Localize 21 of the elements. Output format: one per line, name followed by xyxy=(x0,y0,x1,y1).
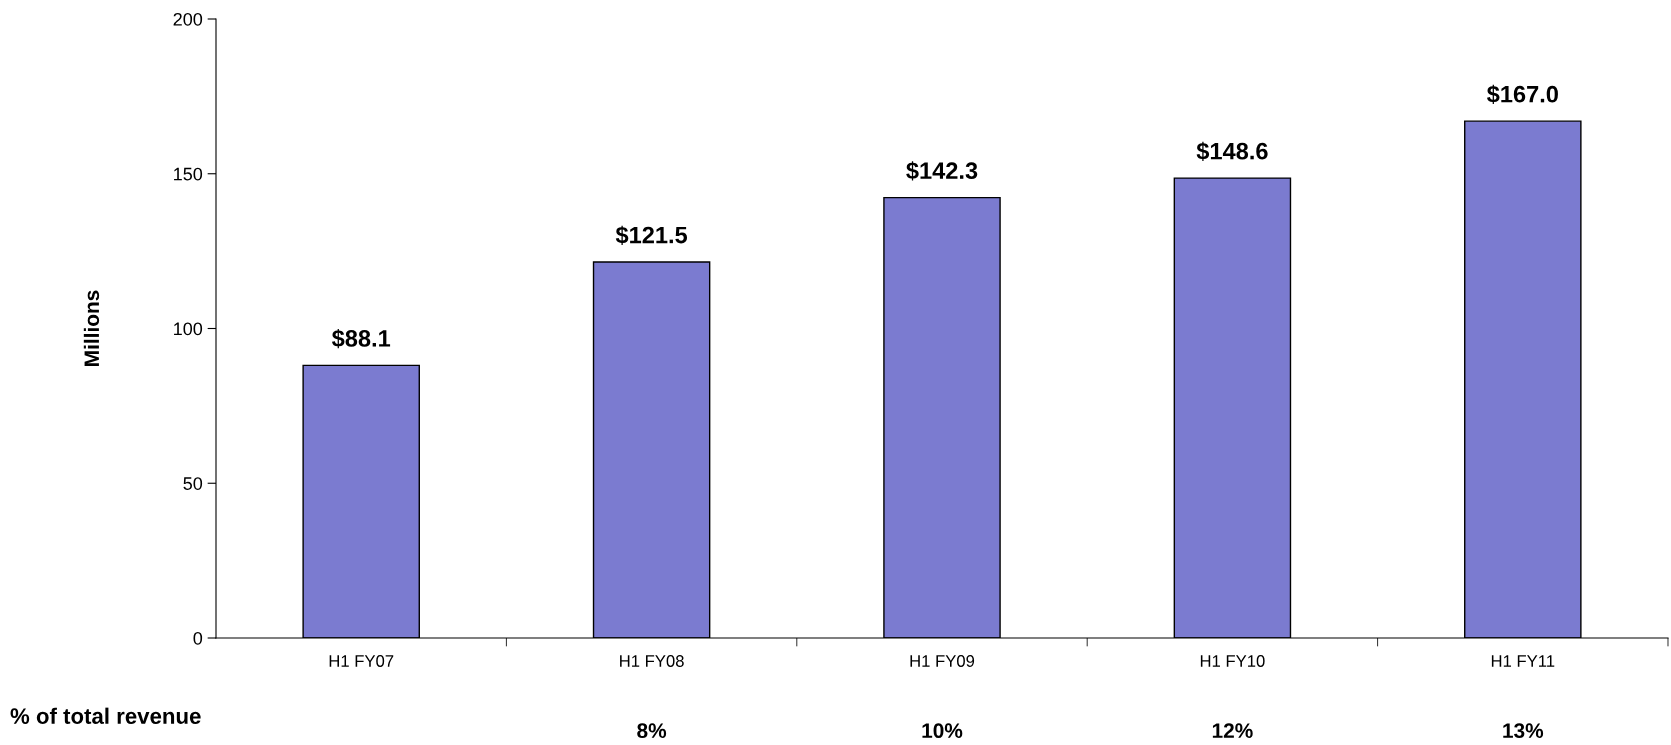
data-label: $121.5 xyxy=(615,225,688,245)
x-tick-label: H1 FY11 xyxy=(1491,655,1555,667)
data-label: $88.1 xyxy=(331,329,391,349)
y-axis-title: Millions xyxy=(83,290,100,366)
y-tick-label: 150 xyxy=(174,167,203,181)
text: 10% xyxy=(922,723,963,739)
x-tick-label: H1 FY09 xyxy=(910,655,975,667)
x-tick-label: H1 FY08 xyxy=(620,655,684,667)
data-label: $142.3 xyxy=(906,161,978,181)
text: 13% xyxy=(1503,723,1544,739)
text: 8% xyxy=(637,723,667,739)
text: % of total revenue xyxy=(10,707,201,724)
data-label: $167.0 xyxy=(1487,84,1558,105)
y-tick-label: 50 xyxy=(183,477,203,490)
y-tick-label: 200 xyxy=(173,12,203,26)
text: 12% xyxy=(1212,723,1253,738)
x-tick-label: H1 FY07 xyxy=(329,655,394,667)
y-tick-label: 0 xyxy=(193,631,203,645)
data-label: $148.6 xyxy=(1196,141,1268,162)
x-tick-label: H1 FY10 xyxy=(1200,655,1265,667)
y-tick-label: 100 xyxy=(174,322,203,336)
